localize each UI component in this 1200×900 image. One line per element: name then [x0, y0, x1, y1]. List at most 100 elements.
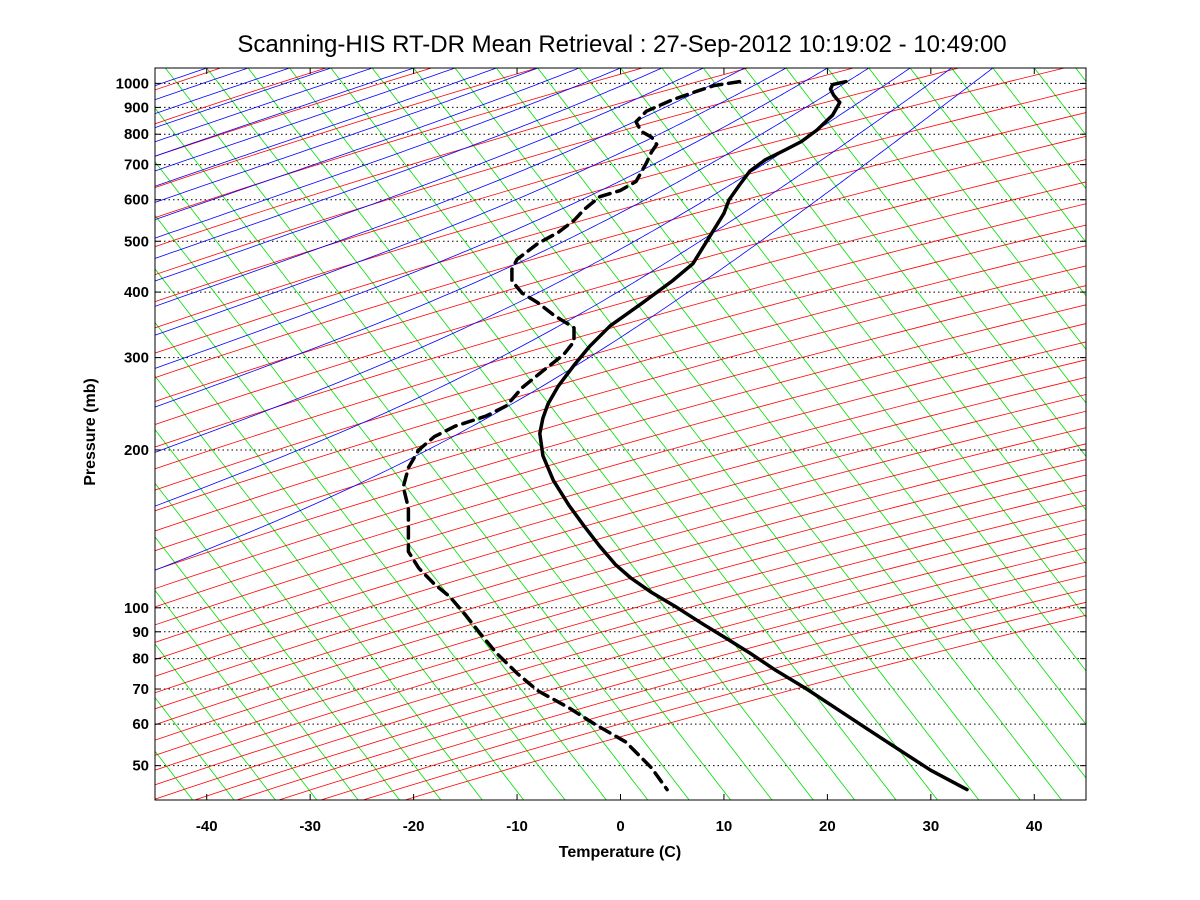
- dry-adiabat: [278, 575, 1086, 800]
- dry-adiabat: [155, 203, 1086, 470]
- plot-background: [155, 68, 1086, 800]
- mixing-ratio-line: [620, 68, 1086, 672]
- moist-adiabat: [155, 68, 621, 239]
- y-tick-label: 600: [124, 192, 149, 209]
- profiles: [401, 79, 969, 792]
- dry-adiabat: [155, 68, 854, 276]
- moist-adiabat: [155, 68, 456, 172]
- mixing-ratio-line: [413, 68, 980, 800]
- moist-adiabat: [155, 68, 290, 115]
- mixing-ratio-line: [537, 68, 1086, 779]
- dry-adiabat: [320, 588, 1086, 800]
- x-tick-label: 0: [616, 818, 624, 835]
- mixing-ratio-line: [330, 68, 897, 800]
- moist-adiabat: [155, 68, 497, 187]
- x-tick-label: -30: [299, 818, 321, 835]
- y-tick-label: 900: [124, 99, 149, 116]
- dry-adiabat: [155, 410, 1086, 677]
- mixing-ratio-line: [155, 643, 276, 800]
- x-tick-label: -20: [403, 818, 425, 835]
- mixing-ratio-line: [155, 375, 483, 800]
- dry-adiabat: [155, 68, 1065, 329]
- dry-adiabat: [155, 245, 1086, 512]
- y-tick-label: 200: [124, 442, 149, 459]
- y-tick-label: 700: [124, 157, 149, 174]
- moist-adiabat: [155, 68, 911, 453]
- mixing-ratio-line: [827, 68, 1086, 404]
- y-tick-label: 90: [132, 624, 149, 641]
- thermodynamic-lines: [0, 68, 1200, 800]
- mixing-ratio-line: [155, 161, 649, 800]
- mixing-ratio-line: [1075, 68, 1086, 83]
- dry-adiabat: [155, 87, 1086, 354]
- mixing-ratio-line: [155, 536, 359, 800]
- moist-adiabat: [155, 68, 373, 143]
- dry-adiabat: [155, 519, 1086, 786]
- dry-adiabat: [155, 504, 1086, 771]
- dry-adiabat: [155, 68, 643, 219]
- moist-adiabat: [155, 68, 704, 282]
- dry-adiabat: [155, 285, 1086, 552]
- x-tick-label: -10: [506, 818, 528, 835]
- mixing-ratio-line: [371, 68, 938, 800]
- moist-adiabat: [155, 68, 332, 129]
- mixing-ratio-line: [702, 68, 1086, 565]
- y-tick-label: 1000: [116, 75, 149, 92]
- dry-adiabat: [405, 614, 1086, 800]
- mixing-ratio-line: [155, 214, 607, 800]
- dry-adiabat: [155, 68, 749, 248]
- moist-adiabat: [155, 68, 745, 307]
- mixing-ratio-line: [744, 68, 1086, 511]
- dry-adiabat: [155, 323, 1086, 590]
- mixing-ratio-line: [1117, 68, 1200, 800]
- dry-adiabat: [236, 561, 1086, 800]
- x-axis-ticks: -40 -30 -20 -10 0 10 20 30 40: [196, 68, 1043, 835]
- y-tick-label: 300: [124, 350, 149, 367]
- mixing-ratio-line: [155, 321, 525, 800]
- mixing-ratio-line: [1158, 68, 1200, 800]
- dry-adiabat: [155, 474, 1086, 741]
- temperature-profile-line: [538, 79, 969, 792]
- dry-adiabat: [0, 68, 10, 800]
- y-tick-label: 500: [124, 233, 149, 250]
- y-tick-label: 50: [132, 758, 149, 775]
- dry-adiabat: [155, 394, 1086, 660]
- y-tick-label: 100: [124, 600, 149, 617]
- moist-adiabat: [155, 68, 994, 571]
- moist-adiabat: [155, 68, 663, 259]
- dewpoint-profile-line: [401, 79, 742, 792]
- dry-adiabat: [155, 376, 1086, 643]
- x-tick-label: 20: [819, 818, 836, 835]
- dry-adiabat: [155, 224, 1086, 491]
- x-tick-label: 30: [922, 818, 939, 835]
- mixing-ratio-line: [496, 68, 1062, 800]
- y-tick-label: 800: [124, 126, 149, 143]
- dry-adiabat: [155, 427, 1086, 694]
- dry-adiabat: [155, 489, 1086, 756]
- mixing-ratio-line: [247, 68, 814, 800]
- moist-adiabat: [155, 68, 787, 336]
- y-axis-label: Pressure (mb): [82, 378, 99, 486]
- y-tick-label: 70: [132, 681, 149, 698]
- x-axis-label: Temperature (C): [559, 844, 681, 861]
- dry-adiabat: [155, 181, 1086, 448]
- dry-adiabat: [155, 135, 1086, 402]
- dry-adiabat: [155, 533, 1086, 800]
- dry-adiabat: [155, 68, 959, 303]
- mixing-ratio-line: [155, 589, 318, 800]
- y-tick-label: 400: [124, 284, 149, 301]
- x-tick-label: -40: [196, 818, 218, 835]
- moist-adiabat: [155, 68, 828, 369]
- moist-adiabat: [155, 68, 580, 221]
- y-tick-label: 80: [132, 651, 149, 668]
- y-axis-ticks: 50 60 70 80 90 100 200 300 400 500 600 700 800 900 100…: [116, 75, 1086, 775]
- moist-adiabat: [155, 68, 538, 203]
- mixing-ratio-line: [785, 68, 1086, 458]
- dry-adiabat: [155, 359, 1086, 626]
- dry-adiabat: [155, 159, 1086, 425]
- mixing-ratio-line: [951, 68, 1086, 243]
- mixing-ratio-line: [289, 68, 856, 800]
- moist-adiabat: [155, 68, 870, 408]
- x-tick-label: 10: [716, 818, 733, 835]
